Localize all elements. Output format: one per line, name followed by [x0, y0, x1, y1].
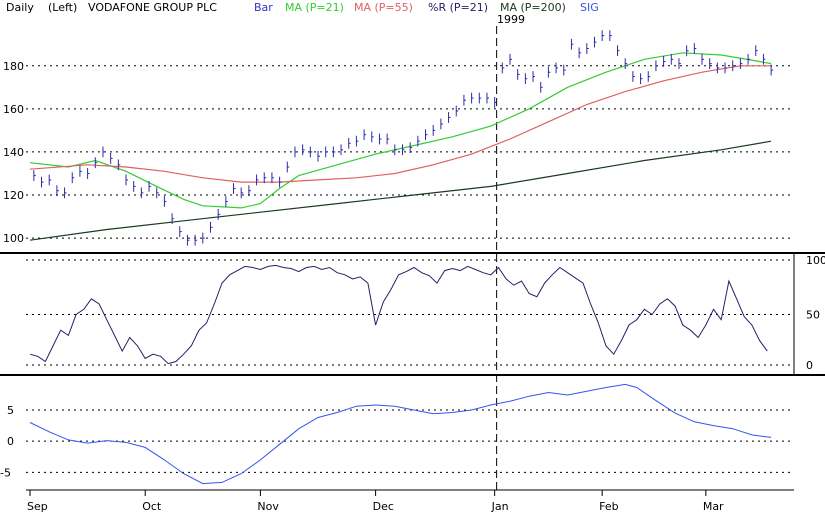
price-tick-label: 140 — [3, 146, 24, 159]
williams-tick-label: 50 — [806, 309, 820, 322]
price-tick-label: 180 — [3, 60, 24, 73]
price-tick-label: 120 — [3, 189, 24, 202]
williams-tick-label: 100 — [806, 254, 825, 267]
sig-tick-label: 0 — [7, 435, 14, 448]
month-label: Nov — [257, 500, 279, 512]
price-tick-label: 100 — [3, 232, 24, 245]
month-label: Dec — [373, 500, 394, 512]
williams-tick-label: 0 — [806, 359, 813, 372]
legend-ma55: MA (P=55) — [354, 1, 413, 14]
sig-tick-label: -5 — [0, 466, 11, 479]
sig-panel — [29, 383, 772, 485]
scale-label: (Left) — [48, 1, 77, 14]
month-label: Sep — [27, 500, 48, 512]
ma-line — [29, 140, 772, 241]
sig-line — [29, 383, 772, 485]
legend-ma21: MA (P=21) — [285, 1, 344, 14]
price-bars — [33, 30, 774, 246]
legend-williams: %R (P=21) — [428, 1, 488, 14]
moving-averages — [29, 52, 772, 241]
month-label: Jan — [491, 500, 509, 512]
williams-r-panel — [29, 264, 768, 365]
month-label: Feb — [599, 500, 618, 512]
axis-tick-labels: 100 120 140 160 180 0 50 100 -5 0 5 Sep Oct Nov Dec Jan… — [0, 60, 825, 512]
year-marker: 1999 — [497, 13, 525, 26]
ma-line — [29, 52, 772, 209]
price-tick-label: 160 — [3, 103, 24, 116]
gridlines — [26, 65, 790, 473]
header: Daily (Left) VODAFONE GROUP PLC Bar MA (… — [6, 1, 599, 26]
williams-r-line — [29, 264, 768, 365]
legend-ma200: MA (P=200) — [500, 1, 566, 14]
ma-line — [29, 65, 772, 183]
period-label: Daily — [6, 1, 34, 14]
month-label: Mar — [703, 500, 724, 512]
legend-sig: SIG — [580, 1, 599, 14]
month-label: Oct — [142, 500, 162, 512]
company-title: VODAFONE GROUP PLC — [88, 1, 217, 14]
legend-bar: Bar — [254, 1, 273, 14]
sig-tick-label: 5 — [7, 404, 14, 417]
